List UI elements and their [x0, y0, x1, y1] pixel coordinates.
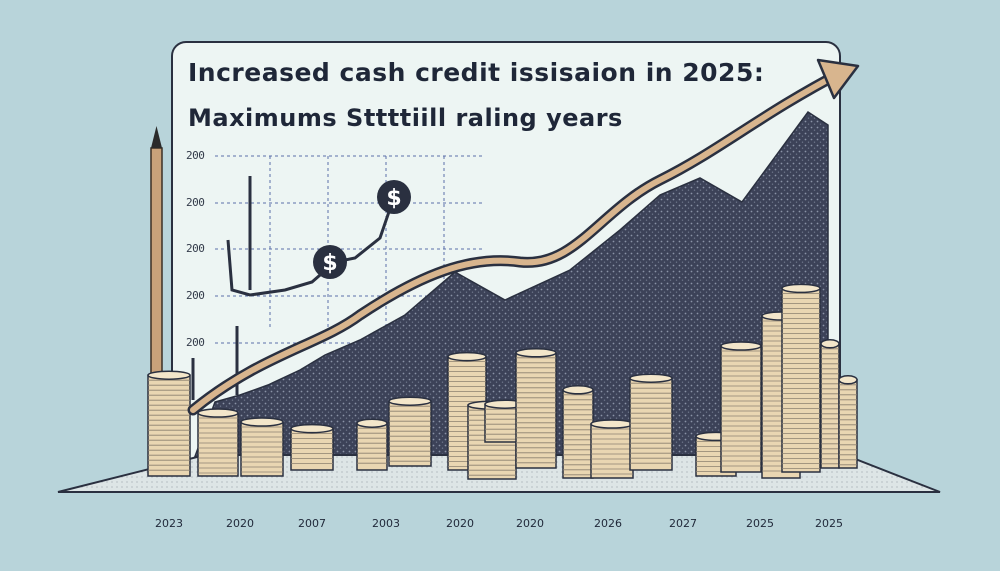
coin-stack-bar [147, 370, 191, 477]
x-tick-label: 2003 [372, 517, 400, 530]
y-tick-label: 200 [186, 242, 205, 255]
dollar-badge-1: $ [313, 245, 347, 279]
coin-stack-bar [290, 423, 334, 471]
coin-stack-bar [820, 339, 840, 469]
x-tick-label: 2007 [298, 517, 326, 530]
trend-arrow [187, 58, 860, 416]
coin-stack-bar [629, 373, 673, 471]
coin-stack-bar [838, 375, 858, 469]
dollar-badge-2-label: $ [386, 186, 401, 211]
coin-stack-bars [147, 283, 858, 480]
coin-stack-bar [240, 417, 284, 477]
y-tick-label: 200 [186, 336, 205, 349]
coin-stack-bar [562, 385, 594, 479]
x-tick-label: 2020 [516, 517, 544, 530]
x-tick-label: 2026 [594, 517, 622, 530]
coin-stack-bar [720, 341, 762, 473]
x-tick-label: 2020 [226, 517, 254, 530]
dollar-badge-1-label: $ [322, 251, 337, 276]
coin-stack-bar [356, 418, 388, 471]
coin-stack-bar [197, 408, 239, 477]
y-tick-label: 200 [186, 196, 205, 209]
small-trend-line [226, 199, 395, 297]
coin-stack-bar [590, 419, 634, 479]
pencil-icon [150, 126, 163, 385]
chart-title: Increased cash credit issisaion in 2025: [188, 58, 765, 87]
x-tick-label: 2020 [446, 517, 474, 530]
coin-stack-bar [515, 348, 557, 469]
coin-stack-bar [781, 283, 821, 473]
x-tick-label: 2023 [155, 517, 183, 530]
x-tick-label: 2025 [815, 517, 843, 530]
y-tick-label: 200 [186, 289, 205, 302]
x-tick-label: 2027 [669, 517, 697, 530]
chart-subtitle: Maximums Sttttiill raling years [188, 104, 623, 132]
y-tick-label: 200 [186, 149, 205, 162]
coin-stack-bar [388, 396, 432, 467]
x-tick-label: 2025 [746, 517, 774, 530]
dollar-badge-2: $ [377, 180, 411, 214]
